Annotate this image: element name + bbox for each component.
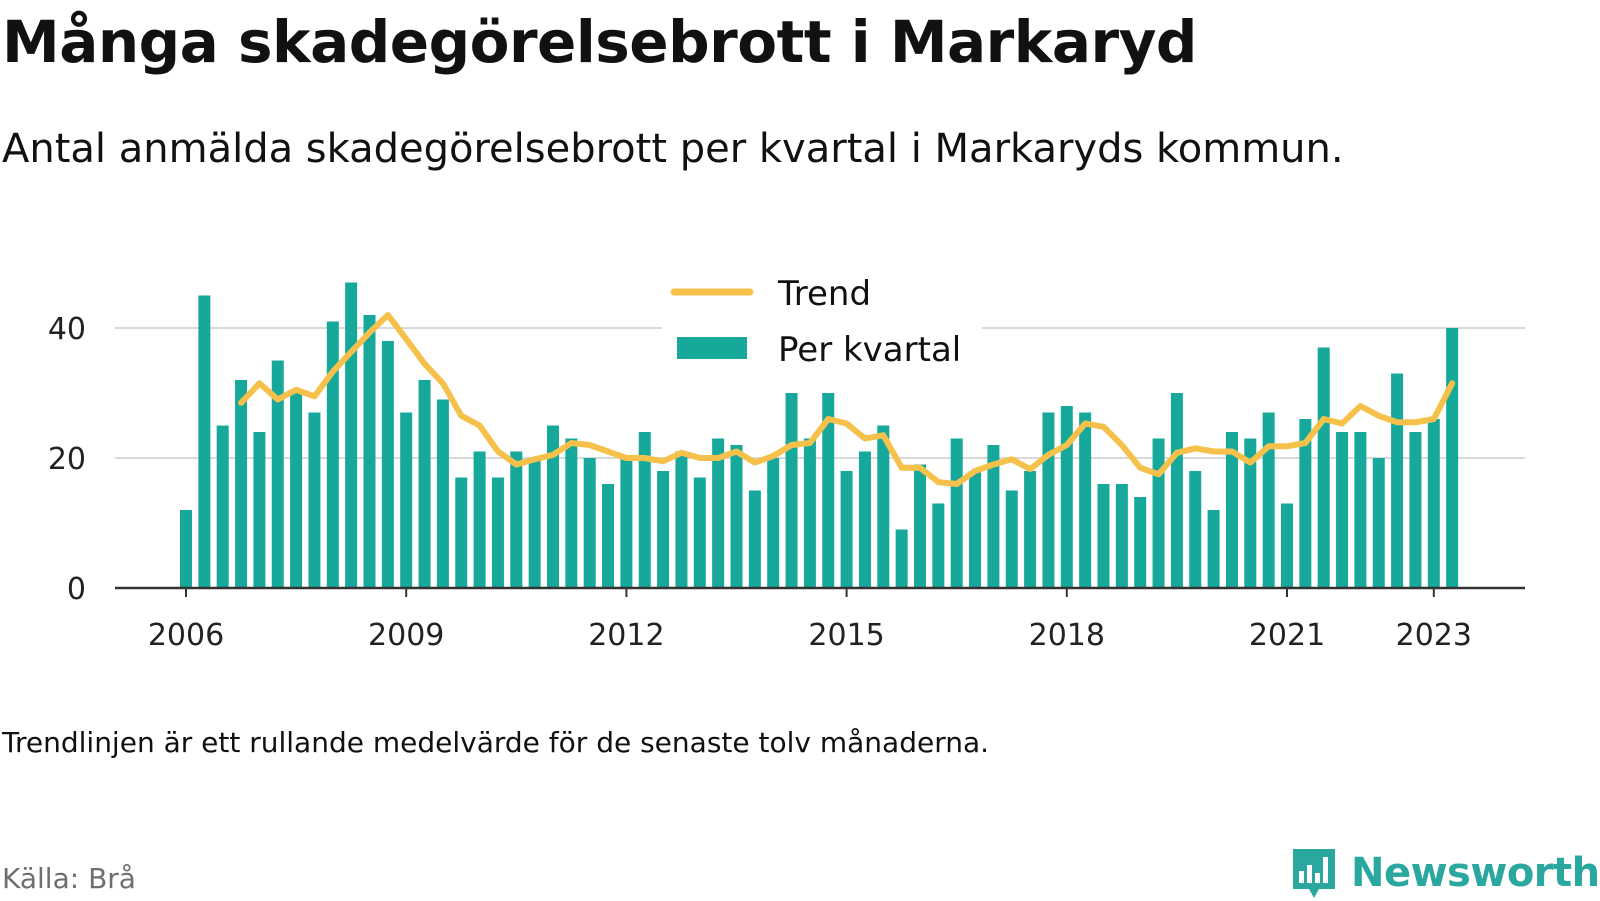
bars	[180, 282, 1459, 588]
bar	[657, 471, 670, 588]
bar	[1244, 438, 1257, 588]
bar	[712, 438, 725, 588]
bar	[950, 438, 963, 588]
y-tick-label: 0	[67, 572, 86, 607]
bar	[1207, 510, 1220, 588]
y-tick-label: 40	[48, 312, 86, 347]
x-axis-ticks: 2006 2009 2012 2015 2018 2021 2023	[148, 588, 1472, 653]
bar	[400, 412, 413, 588]
bar	[1152, 438, 1165, 588]
bar	[436, 399, 449, 588]
bar	[510, 451, 523, 588]
bar	[1134, 497, 1147, 588]
bar	[528, 458, 541, 588]
trend-line-layer	[238, 312, 1456, 487]
trend-line	[238, 312, 1456, 487]
bar	[675, 451, 688, 588]
bar	[602, 484, 615, 588]
bar	[271, 360, 284, 588]
brand-logo: Newsworthy	[1289, 845, 1600, 901]
chart-title: Många skadegörelsebrott i Markaryd	[2, 8, 1197, 76]
bar	[253, 432, 266, 588]
bar	[1115, 484, 1128, 588]
bar	[198, 295, 211, 588]
bar	[638, 432, 651, 588]
x-tick-label: 2006	[148, 618, 224, 653]
x-tick-label: 2021	[1249, 618, 1325, 653]
x-tick-label: 2009	[368, 618, 444, 653]
legend: Trend Per kvartal	[662, 270, 982, 375]
bar	[216, 425, 229, 588]
bar	[1189, 471, 1202, 588]
bar	[1336, 432, 1349, 588]
bar	[840, 471, 853, 588]
brand-name: Newsworthy	[1351, 850, 1600, 896]
y-axis-ticks: 0 20 40	[48, 312, 86, 607]
bar	[565, 438, 578, 588]
bar	[455, 477, 468, 588]
bar	[345, 282, 358, 588]
bar	[1024, 471, 1037, 588]
chart: 0 20 40 2006 2009 2012 2015 2018 2021 2023 Trend…	[48, 270, 1525, 653]
bar	[1042, 412, 1055, 588]
bar	[1170, 393, 1183, 588]
bar	[363, 315, 376, 588]
bar	[1299, 419, 1312, 588]
x-tick-label: 2012	[588, 618, 664, 653]
x-tick-label: 2023	[1396, 618, 1472, 653]
bar	[180, 510, 192, 588]
bar	[1409, 432, 1422, 588]
source-label: Källa: Brå	[2, 862, 136, 895]
bar	[932, 503, 945, 588]
bar	[1281, 503, 1293, 588]
legend-bar-label: Per kvartal	[778, 330, 961, 370]
bar	[969, 471, 982, 588]
bar	[767, 458, 780, 588]
bar	[1427, 419, 1440, 588]
bar	[785, 393, 798, 588]
bar	[418, 380, 431, 588]
bar	[308, 412, 321, 588]
bar	[748, 490, 761, 588]
bar	[491, 477, 504, 588]
bar	[1097, 484, 1110, 588]
legend-trend-label: Trend	[777, 274, 871, 314]
newsworthy-icon	[1293, 849, 1335, 898]
bar	[1317, 347, 1330, 588]
bar	[1005, 490, 1018, 588]
bar	[620, 458, 633, 588]
bar	[326, 321, 339, 588]
bar	[290, 393, 303, 588]
bar	[1060, 406, 1073, 588]
bar	[877, 425, 890, 588]
bar	[914, 464, 926, 588]
bar	[822, 393, 835, 588]
chart-subtitle: Antal anmälda skadegörelsebrott per kvar…	[2, 126, 1344, 172]
bar	[858, 451, 871, 588]
bar	[1225, 432, 1238, 588]
legend-bar-swatch	[677, 337, 747, 359]
bar	[895, 529, 908, 588]
bar	[1391, 373, 1404, 588]
bar	[1262, 412, 1275, 588]
bar	[547, 425, 559, 588]
bar	[693, 477, 706, 588]
bar	[583, 458, 596, 588]
bar	[1372, 458, 1385, 588]
bar	[1354, 432, 1367, 588]
x-tick-label: 2018	[1029, 618, 1105, 653]
bar	[381, 341, 394, 588]
bar	[987, 445, 1000, 588]
bar	[803, 438, 816, 588]
footnote: Trendlinjen är ett rullande medelvärde f…	[2, 726, 990, 759]
bar	[1079, 412, 1092, 588]
x-tick-label: 2015	[808, 618, 884, 653]
bar	[235, 380, 248, 588]
bar	[473, 451, 486, 588]
y-tick-label: 20	[48, 442, 86, 477]
bar	[730, 445, 743, 588]
bar	[1446, 328, 1459, 588]
